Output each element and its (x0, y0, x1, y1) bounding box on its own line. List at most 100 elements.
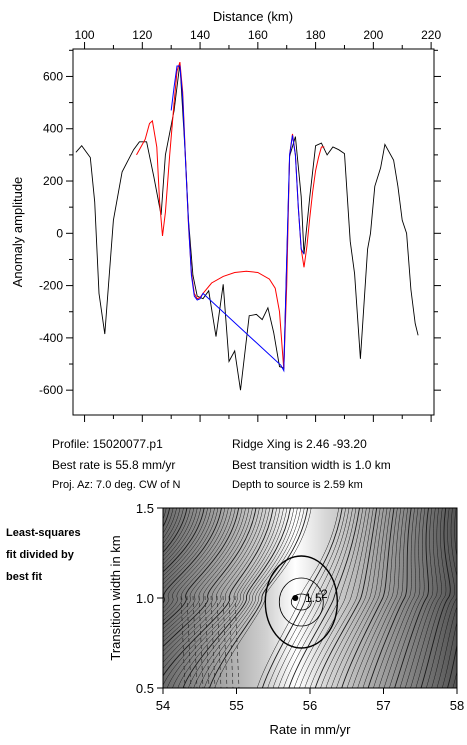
distance-tick-label-180: 180 (306, 28, 326, 42)
misfit-contour (357, 508, 405, 688)
misfit-contour-dashed (186, 595, 192, 688)
misfit-contour (283, 508, 357, 688)
misfit-contour (163, 508, 243, 630)
misfit-contour (410, 508, 442, 688)
misfit-contour (163, 508, 267, 663)
misfit-contour (399, 508, 434, 688)
depth-to-source-label: Depth to source is 2.59 km (232, 479, 363, 491)
contour-note-line-2: fit divided by (6, 549, 74, 561)
misfit-contour (415, 508, 447, 688)
contour-note-line-3: best fit (6, 571, 43, 583)
misfit-contour (404, 508, 438, 688)
misfit-contour (204, 508, 305, 688)
ridge-crossing-label: Ridge Xing is 2.46 -93.20 (232, 437, 367, 451)
misfit-closed-contour (264, 555, 338, 649)
misfit-contour (163, 508, 277, 687)
misfit-contour (336, 508, 391, 688)
anomaly-plot-frame (72, 48, 435, 416)
misfit-contour (446, 642, 457, 688)
misfit-contour (330, 508, 388, 688)
misfit-contour (436, 508, 457, 688)
misfit-contour (288, 508, 360, 688)
distance-axis-title: Distance (km) (213, 9, 293, 24)
misfit-contour-dashed (222, 595, 228, 688)
misfit-contour-dashed (198, 595, 204, 688)
misfit-contour (209, 508, 309, 688)
misfit-contour (304, 508, 371, 688)
misfit-contour (163, 508, 240, 626)
contour-label-1-5: 1.5 (305, 591, 322, 605)
misfit-contour (163, 508, 274, 677)
misfit-contour-dashed (228, 595, 234, 688)
contour-axes-ticks: 54 55 56 57 58 0.5 1.0 1.5 (136, 501, 464, 713)
distance-tick-label-200: 200 (363, 28, 383, 42)
misfit-contour (341, 508, 395, 688)
distance-tick-label-140: 140 (190, 28, 210, 42)
misfit-contour-dashed (216, 595, 222, 688)
best-transition-label: Best transition width is 1.0 km (232, 458, 391, 472)
rate-tick-label-58: 58 (450, 698, 464, 713)
anomaly-tick-label-200: 200 (43, 174, 63, 188)
anomaly-series-group (75, 61, 419, 391)
misfit-contour-dashed (204, 595, 210, 688)
width-tick-label-1.5: 1.5 (136, 501, 154, 516)
width-tick-label-0.5: 0.5 (136, 681, 154, 696)
anomaly-tick-label-400: 400 (43, 122, 63, 136)
contour-note-line-1: Least-squares (6, 527, 81, 539)
misfit-contour (198, 508, 301, 688)
contour-plot-frame (162, 507, 458, 689)
best-fit-point (292, 595, 299, 601)
distance-tick-label-120: 120 (132, 28, 152, 42)
anomaly-axis-title: Anomaly amplitude (10, 177, 25, 288)
misfit-contour (177, 508, 288, 688)
contour-note: Least-squares fit divided by best fit (6, 522, 116, 588)
misfit-contour (163, 508, 246, 634)
misfit-contour (362, 508, 409, 688)
misfit-contour (314, 508, 378, 688)
misfit-contour-dashed (234, 595, 240, 688)
misfit-contour (278, 508, 353, 688)
rate-axis-title: Rate in mm/yr (270, 722, 352, 737)
misfit-contour (463, 506, 467, 690)
rate-tick-label-54: 54 (156, 698, 170, 713)
misfit-contour (320, 508, 381, 688)
misfit-contour (172, 508, 284, 688)
misfit-contour (214, 508, 312, 688)
misfit-contour (378, 508, 419, 688)
misfit-contour (272, 508, 350, 688)
rate-tick-label-57: 57 (376, 698, 390, 713)
misfit-contour (373, 508, 415, 688)
contour-label-2: 2 (321, 587, 328, 601)
misfit-contour (163, 508, 264, 658)
misfit-contour (188, 508, 295, 688)
misfit-contour (299, 508, 367, 688)
misfit-contour-dashed (192, 595, 198, 688)
profile-label: Profile: 15020077.p1 (52, 437, 163, 451)
width-tick-label-1: 1.0 (136, 591, 154, 606)
distance-tick-label-160: 160 (248, 28, 268, 42)
misfit-contour-dashed (210, 595, 216, 688)
misfit-contour (163, 508, 236, 622)
anomaly-profile-chart: 100 120 140 160 180 200 220 -600 -400 -200 0 200 400… (10, 9, 441, 422)
observed-anomaly-line (75, 63, 419, 391)
misfit-contour (261, 508, 343, 688)
contour-background (163, 508, 457, 688)
rate-tick-label-56: 56 (303, 698, 317, 713)
misfit-contour (389, 508, 426, 688)
fit-anomaly-line (170, 65, 305, 373)
misfit-contour (325, 508, 384, 688)
misfit-contour (394, 508, 430, 688)
misfit-contour (352, 508, 402, 688)
misfit-contour (431, 508, 457, 688)
misfit-contour (441, 621, 457, 688)
misfit-contour (293, 508, 364, 688)
misfit-contour (193, 508, 298, 688)
anomaly-tick-label-600: 600 (43, 69, 63, 83)
misfit-contour (346, 508, 398, 688)
best-rate-label: Best rate is 55.8 mm/yr (52, 458, 176, 472)
model-anomaly-line (136, 61, 325, 370)
misfit-contour (458, 506, 467, 690)
anomaly-axes-ticks: 100 120 140 160 180 200 220 -600 -400 -200 0 200 400… (39, 28, 441, 422)
misfit-contour (452, 669, 457, 688)
rate-tick-label-55: 55 (229, 698, 243, 713)
